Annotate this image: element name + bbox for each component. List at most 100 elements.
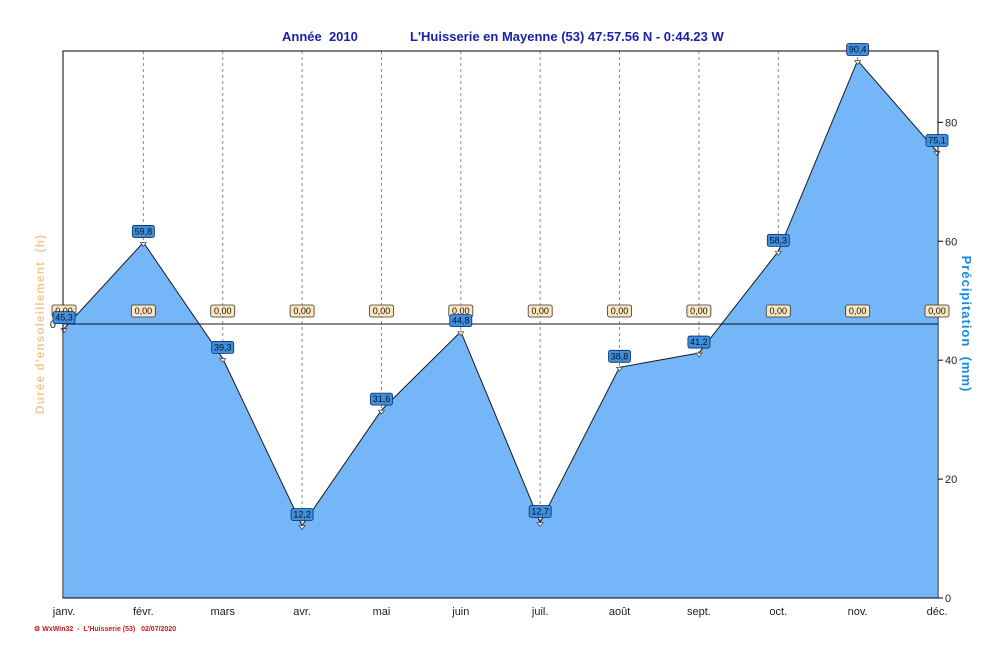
sunshine-label-11: 0,00	[924, 304, 950, 318]
precipitation-area	[60, 59, 941, 598]
sunshine-label-text-8: 0,00	[690, 306, 708, 316]
precipitation-label-box-4	[370, 392, 393, 406]
x-tick-label-7: août	[609, 606, 630, 618]
precipitation-point-1	[139, 242, 147, 247]
sunshine-label-9: 0,00	[765, 304, 791, 318]
y-axis-left: 0	[50, 319, 56, 331]
precipitation-label-box-11	[925, 134, 949, 147]
y-right-tick-label-0: 0	[945, 593, 951, 605]
precipitation-label-7: 38,8	[608, 349, 631, 363]
precipitation-label-2: 39,3	[211, 340, 235, 354]
footer-credit: ⚙ WxWin32 - L'Huisserie (53) 02/07/2020	[34, 625, 176, 633]
precipitation-point-6	[536, 522, 544, 527]
sunshine-label-text-11: 0,00	[928, 306, 946, 316]
precipitation-label-1: 59,8	[131, 225, 155, 238]
y-right-tick-label-3: 60	[945, 236, 957, 248]
precipitation-labels: 45,3 59,8 39,3 12,2 31,6 44,8 12,7 38,8 41,2 58,3…	[52, 43, 949, 521]
x-tick-label-3: avr.	[293, 606, 311, 618]
precipitation-label-text-6: 12,7	[531, 506, 549, 516]
precipitation-label-text-5: 44,8	[452, 316, 470, 326]
sunshine-label-6: 0,00	[527, 304, 553, 318]
gridlines	[142, 51, 859, 598]
y-right-tick-label-2: 40	[945, 355, 957, 367]
sunshine-label-8: 0,00	[686, 304, 712, 318]
chart-title-year: Année 2010	[282, 29, 358, 44]
precipitation-label-text-3: 12,2	[293, 509, 311, 519]
precipitation-point-9	[774, 251, 782, 256]
precipitation-label-text-4: 31,6	[373, 394, 391, 404]
sunshine-label-text-5: 0,00	[452, 306, 470, 316]
sunshine-label-text-2: 0,00	[214, 306, 232, 316]
precipitation-point-2	[219, 358, 227, 363]
plot-border	[62, 50, 939, 599]
sunshine-label-7: 0,00	[607, 304, 632, 318]
y-right-tick-label-1: 20	[945, 474, 957, 486]
precipitation-label-text-8: 41,2	[690, 337, 708, 347]
precipitation-point-3	[298, 525, 306, 530]
precipitation-point-10	[854, 60, 862, 66]
sunshine-label-box-4	[369, 304, 394, 318]
precipitation-label-3: 12,2	[290, 508, 314, 521]
precipitation-label-9: 58,3	[766, 233, 790, 247]
chart-title-location: L'Huisserie en Mayenne (53) 47:57.56 N -…	[410, 29, 725, 44]
precipitation-label-box-3	[290, 508, 314, 521]
sunshine-label-box-8	[686, 304, 712, 318]
sunshine-label-box-9	[765, 304, 791, 318]
x-tick-label-1: févr.	[133, 606, 154, 618]
precipitation-label-box-6	[528, 505, 552, 518]
sunshine-label-box-7	[607, 304, 632, 318]
precipitation-label-8: 41,2	[687, 335, 711, 349]
x-tick-label-2: mars	[211, 606, 236, 618]
precipitation-point-7	[615, 367, 624, 372]
precipitation-label-box-0	[52, 311, 76, 325]
precipitation-label-6: 12,7	[528, 505, 552, 518]
y-axis-left-title: Durée d'ensoleillement (h)	[33, 234, 47, 414]
precipitation-label-text-2: 39,3	[214, 342, 232, 352]
sunshine-label-box-2	[210, 304, 236, 318]
precipitation-area-fill	[64, 60, 937, 598]
x-axis: janv. févr. mars avr. mai juin juil. août sept. o…	[52, 606, 948, 618]
precipitation-label-4: 31,6	[370, 392, 393, 406]
sunshine-label-2: 0,00	[210, 304, 236, 318]
precipitation-label-text-9: 58,3	[770, 235, 788, 245]
precipitation-label-text-0: 45,3	[55, 313, 73, 323]
sunshine-label-box-6	[527, 304, 553, 318]
precipitation-label-box-1	[131, 225, 155, 238]
sunshine-label-box-10	[845, 304, 871, 318]
x-tick-label-5: juin	[451, 606, 469, 618]
precipitation-label-text-10: 90,4	[849, 45, 867, 55]
y-right-tick-label-4: 80	[945, 117, 957, 129]
precipitation-point-8	[695, 352, 703, 358]
sunshine-label-10: 0,00	[845, 304, 871, 318]
sunshine-label-text-3: 0,00	[293, 306, 311, 316]
x-tick-label-9: oct.	[769, 606, 787, 618]
precipitation-label-box-7	[608, 349, 631, 363]
precipitation-label-11: 75,1	[925, 134, 949, 147]
precipitation-label-text-11: 75,1	[928, 135, 946, 145]
sunshine-label-text-1: 0,00	[135, 306, 153, 316]
precipitation-point-5	[457, 331, 465, 337]
precipitation-label-box-10	[846, 43, 870, 56]
sunshine-label-text-6: 0,00	[531, 306, 549, 316]
x-tick-label-0: janv.	[52, 606, 75, 618]
precipitation-point-4	[377, 409, 386, 415]
precipitation-label-5: 44,8	[449, 314, 473, 328]
sunshine-label-text-10: 0,00	[849, 306, 867, 316]
sunshine-label-4: 0,00	[369, 304, 394, 318]
precipitation-label-box-5	[449, 314, 473, 328]
precipitation-label-box-9	[766, 233, 790, 247]
x-tick-label-6: juil.	[531, 606, 549, 618]
sunshine-label-box-3	[289, 304, 315, 318]
y-axis-right: 0 20 40 60 80	[938, 117, 957, 605]
x-tick-label-10: nov.	[848, 606, 868, 618]
sunshine-label-text-4: 0,00	[373, 306, 391, 316]
sunshine-label-box-1	[130, 304, 156, 318]
sunshine-label-box-11	[924, 304, 950, 318]
x-tick-label-4: mai	[373, 606, 391, 618]
x-tick-label-11: déc.	[927, 606, 948, 618]
sunshine-label-3: 0,00	[289, 304, 315, 318]
sunshine-label-text-7: 0,00	[611, 306, 629, 316]
y-axis-right-title: Précipitation (mm)	[959, 256, 974, 393]
y-left-tick-label-0: 0	[50, 319, 56, 331]
